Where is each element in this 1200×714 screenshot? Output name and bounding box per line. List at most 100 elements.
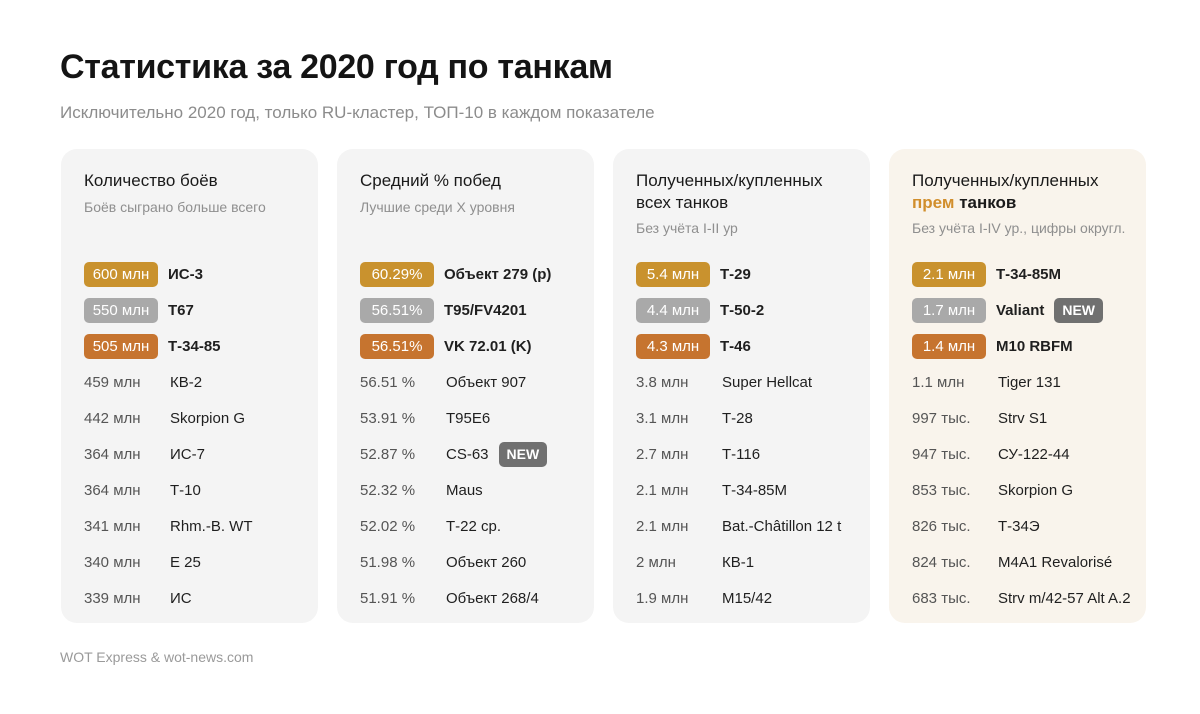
ranking-row: 5.4 млн Т-29 [636,256,862,292]
row-value: 1.9 млн [636,589,689,607]
ranking-row: 2.1 млн Bat.-Châtillon 12 t [636,508,862,544]
ranking-row: 2.7 млн Т-116 [636,436,862,472]
ranking-list: 60.29% Объект 279 (р) 56.51% T95/FV4201 56.5… [360,256,586,616]
card-battles-count: Количество боёв Боёв сыграно больше всег… [61,149,318,623]
tank-name: Т-28 [722,409,753,427]
card-note: Без учёта I-IV ур., цифры округл. [912,220,1126,236]
tank-name: T95/FV4201 [444,301,527,319]
ranking-row: 550 млн T67 [84,292,310,328]
row-value: 459 млн [84,373,141,391]
tank-name: CS-63 [446,445,489,463]
card-title: Полученных/купленных прем танков [912,170,1132,214]
row-value: 826 тыс. [912,517,971,535]
row-value: 341 млн [84,517,141,535]
tank-name: VK 72.01 (K) [444,337,532,355]
ranking-row: 56.51% T95/FV4201 [360,292,586,328]
row-value: 997 тыс. [912,409,971,427]
ranking-row: 459 млн КВ-2 [84,364,310,400]
row-value: 364 млн [84,445,141,463]
tank-name: КВ-1 [722,553,755,571]
row-value: 683 тыс. [912,589,971,607]
ranking-row: 364 млн Т-10 [84,472,310,508]
row-value: 52.87 % [360,445,416,463]
tank-name: Объект 279 (р) [444,265,552,283]
tank-name: Т-116 [722,445,761,463]
ranking-row: 600 млн ИС-3 [84,256,310,292]
rank-1-value-badge: 60.29% [360,261,434,287]
row-value: 1.1 млн [912,373,965,391]
card-all-tanks-obtained: Полученных/купленных всех танков Без учё… [613,149,870,623]
row-value: 51.91 % [360,589,416,607]
card-note: Боёв сыграно больше всего [84,199,266,215]
row-value: 2.1 млн [636,481,689,499]
tank-name: Valiant [996,301,1045,319]
ranking-row: 53.91 % T95E6 [360,400,586,436]
ranking-row: 52.87 % CS-63 NEW [360,436,586,472]
tank-name: Rhm.-B. WT [170,517,253,535]
card-premium-tanks-obtained: Полученных/купленных прем танков Без учё… [889,149,1146,623]
row-value: 364 млн [84,481,141,499]
ranking-row: 442 млн Skorpion G [84,400,310,436]
ranking-row: 2 млн КВ-1 [636,544,862,580]
ranking-row: 1.7 млн Valiant NEW [912,292,1138,328]
ranking-row: 3.1 млн Т-28 [636,400,862,436]
ranking-row: 3.8 млн Super Hellcat [636,364,862,400]
tank-name: Т-29 [720,265,751,283]
tank-name: Т-50-2 [720,301,765,319]
tank-name: СУ-122-44 [998,445,1070,463]
tank-name: ИС [170,589,192,607]
tank-name: Объект 268/4 [446,589,539,607]
ranking-row: 4.3 млн Т-46 [636,328,862,364]
tank-name: Skorpion G [998,481,1074,499]
card-title-premium-highlight: прем [912,193,955,212]
rank-2-value-badge: 1.7 млн [912,297,986,323]
ranking-row: 56.51% VK 72.01 (K) [360,328,586,364]
ranking-row: 1.1 млн Tiger 131 [912,364,1138,400]
tank-name: Super Hellcat [722,373,813,391]
row-value: 56.51 % [360,373,416,391]
card-note: Лучшие среди X уровня [360,199,515,215]
ranking-row: 51.98 % Объект 260 [360,544,586,580]
row-value: 3.8 млн [636,373,689,391]
row-value: 52.32 % [360,481,416,499]
tank-name: Т-22 ср. [446,517,502,535]
tank-name: Bat.-Châtillon 12 t [722,517,842,535]
row-value: 853 тыс. [912,481,971,499]
footer-credits: WOT Express & wot-news.com [60,649,254,665]
row-value: 947 тыс. [912,445,971,463]
ranking-row: 341 млн Rhm.-B. WT [84,508,310,544]
ranking-row: 1.4 млн M10 RBFM [912,328,1138,364]
tank-name: T67 [168,301,194,319]
rank-1-value-badge: 5.4 млн [636,261,710,287]
tank-name: Т-34Э [998,517,1040,535]
ranking-row: 824 тыс. M4A1 Revalorisé [912,544,1138,580]
ranking-row: 51.91 % Объект 268/4 [360,580,586,616]
tank-name: M4A1 Revalorisé [998,553,1113,571]
ranking-row: 4.4 млн Т-50-2 [636,292,862,328]
card-win-rate: Средний % побед Лучшие среди X уровня 60… [337,149,594,623]
page-title: Статистика за 2020 год по танкам [60,48,613,86]
tank-name: Maus [446,481,483,499]
tank-name: Strv m/42-57 Alt A.2 [998,589,1131,607]
card-title-line1: Полученных/купленных [636,171,823,190]
page-subtitle: Исключительно 2020 год, только RU-класте… [60,103,655,122]
ranking-row: 339 млн ИС [84,580,310,616]
ranking-row: 60.29% Объект 279 (р) [360,256,586,292]
tank-name: Т-34-85М [722,481,788,499]
ranking-row: 52.32 % Maus [360,472,586,508]
tank-name: E 25 [170,553,201,571]
card-title-tanks: танков [959,193,1017,212]
card-title: Средний % побед [360,171,501,190]
card-note: Без учёта I-II ур [636,220,738,236]
stats-cards: Количество боёв Боёв сыграно больше всег… [61,149,1146,623]
rank-2-value-badge: 56.51% [360,297,434,323]
card-title-line1: Полученных/купленных [912,171,1099,190]
card-title: Полученных/купленных всех танков [636,170,856,214]
ranking-row: 364 млн ИС-7 [84,436,310,472]
row-value: 52.02 % [360,517,416,535]
ranking-row: 56.51 % Объект 907 [360,364,586,400]
tank-name: Т-34-85 [168,337,221,355]
rank-1-value-badge: 600 млн [84,261,158,287]
rank-3-value-badge: 56.51% [360,333,434,359]
new-badge: NEW [1054,297,1104,323]
